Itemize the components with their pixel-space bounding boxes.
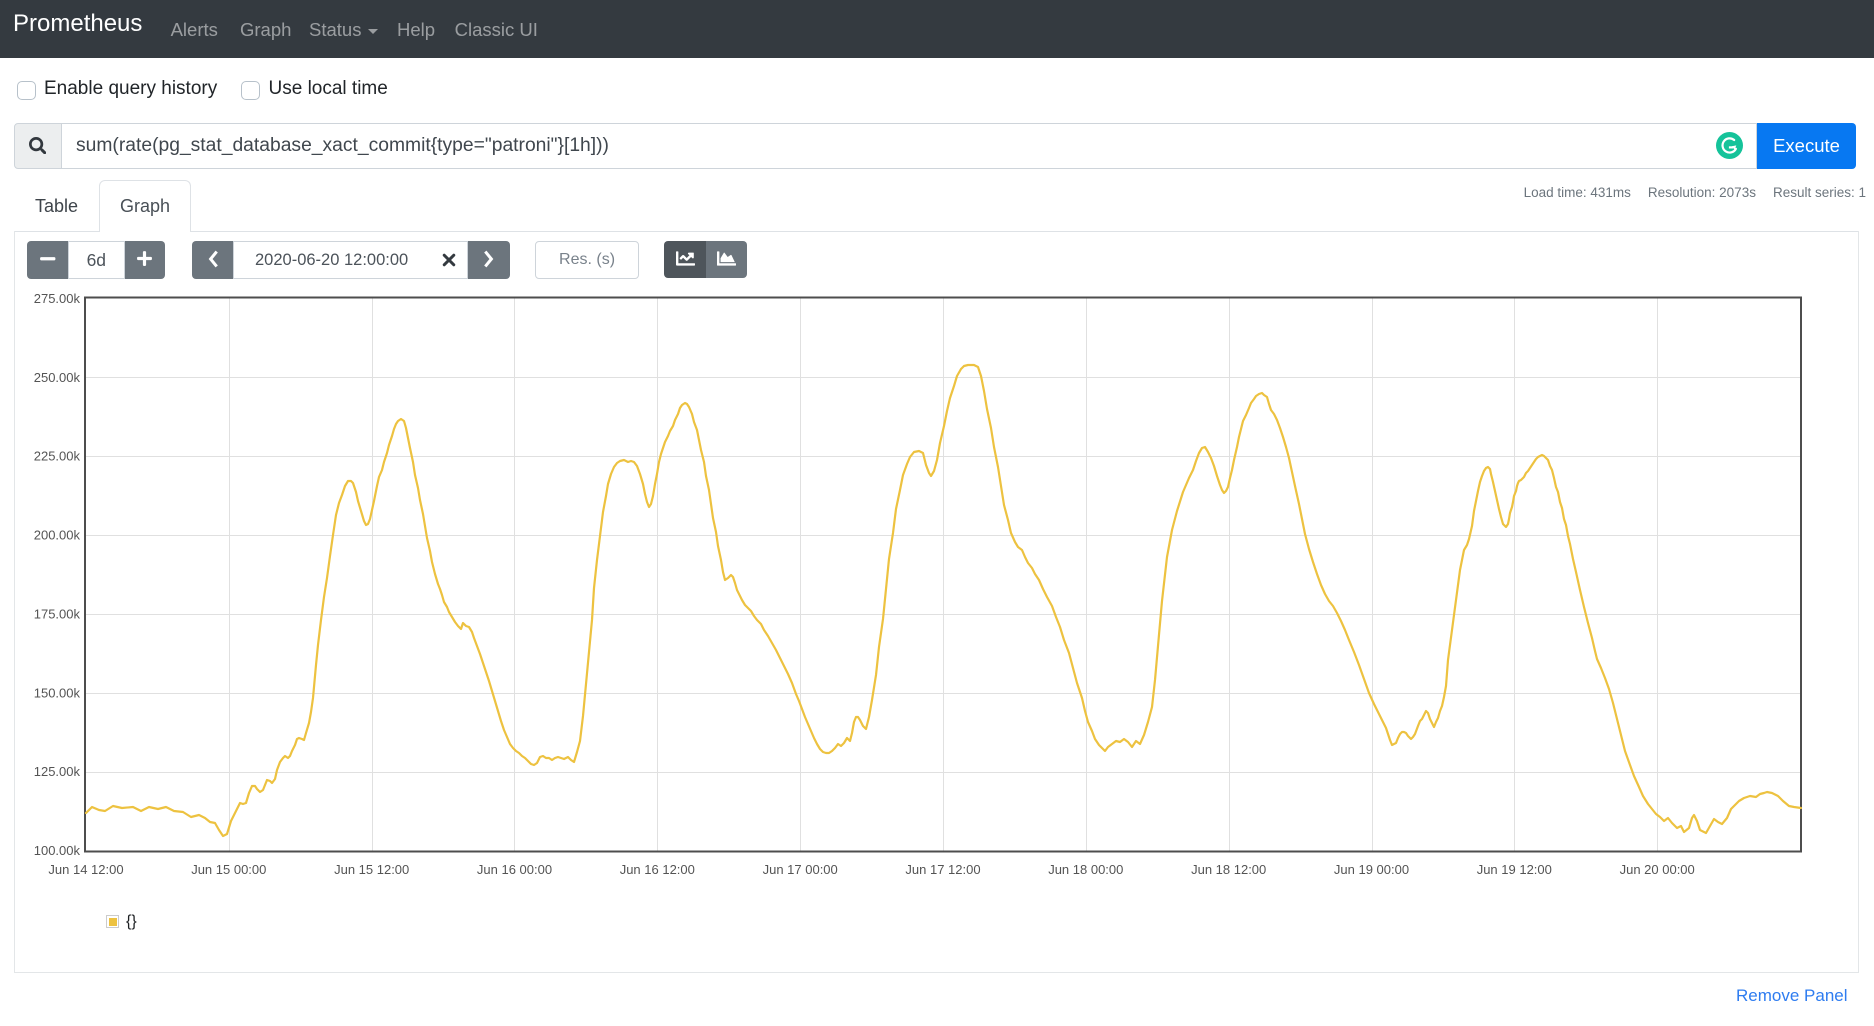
svg-text:250.00k: 250.00k (34, 370, 81, 385)
svg-text:175.00k: 175.00k (34, 606, 81, 621)
svg-text:Jun 16 12:00: Jun 16 12:00 (620, 862, 695, 877)
svg-text:Jun 19 00:00: Jun 19 00:00 (1334, 862, 1409, 877)
svg-text:Jun 15 00:00: Jun 15 00:00 (191, 862, 266, 877)
svg-text:100.00k: 100.00k (34, 843, 81, 858)
svg-text:Jun 17 12:00: Jun 17 12:00 (905, 862, 980, 877)
svg-text:225.00k: 225.00k (34, 449, 81, 464)
svg-text:125.00k: 125.00k (34, 764, 81, 779)
svg-text:Jun 15 12:00: Jun 15 12:00 (334, 862, 409, 877)
svg-text:Jun 20 00:00: Jun 20 00:00 (1620, 862, 1695, 877)
svg-text:Jun 18 12:00: Jun 18 12:00 (1191, 862, 1266, 877)
svg-text:150.00k: 150.00k (34, 685, 81, 700)
svg-text:Jun 19 12:00: Jun 19 12:00 (1477, 862, 1552, 877)
svg-text:275.00k: 275.00k (34, 291, 81, 306)
svg-text:Jun 17 00:00: Jun 17 00:00 (763, 862, 838, 877)
svg-text:Jun 16 00:00: Jun 16 00:00 (477, 862, 552, 877)
svg-text:200.00k: 200.00k (34, 528, 81, 543)
svg-text:Jun 18 00:00: Jun 18 00:00 (1048, 862, 1123, 877)
svg-text:Jun 14 12:00: Jun 14 12:00 (48, 862, 123, 877)
